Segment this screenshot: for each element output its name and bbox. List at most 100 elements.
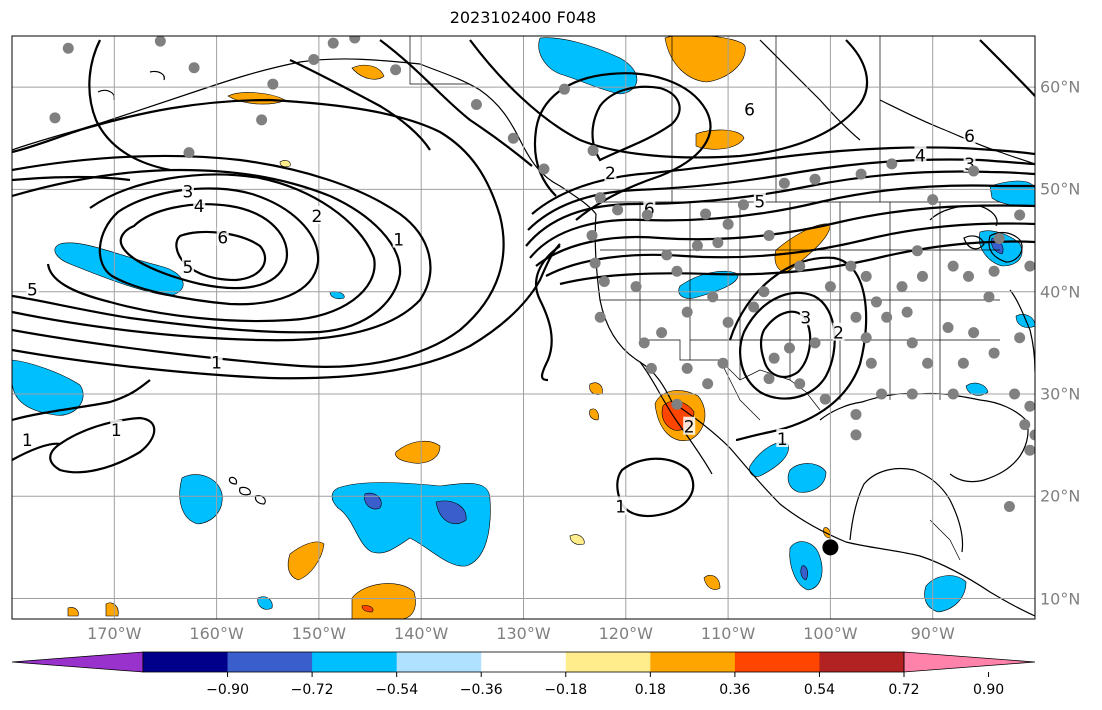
- station-marker: [876, 388, 888, 400]
- contour-label: 1: [22, 431, 33, 451]
- station-marker: [911, 245, 923, 257]
- station-marker: [763, 229, 775, 241]
- station-marker: [809, 337, 821, 349]
- contour-label-background: [110, 419, 123, 438]
- station-marker: [712, 237, 724, 249]
- station-marker: [927, 194, 939, 206]
- station-marker: [1045, 353, 1056, 364]
- station-marker: [947, 260, 959, 272]
- contour-label-background: [614, 496, 627, 515]
- station-marker: [717, 357, 729, 369]
- latitude-label: 60°N: [1040, 77, 1081, 97]
- latitude-label: 20°N: [1040, 486, 1081, 506]
- longitude-label: 130°W: [496, 624, 551, 643]
- contour-label-background: [743, 99, 756, 118]
- contour-label-background: [776, 428, 789, 447]
- highlight-station-marker: [822, 539, 839, 556]
- station-marker: [845, 260, 857, 272]
- station-marker: [737, 199, 749, 211]
- station-marker: [957, 357, 969, 369]
- station-marker: [691, 240, 703, 252]
- station-marker: [1014, 332, 1026, 344]
- station-marker: [308, 54, 320, 66]
- station-marker: [881, 311, 893, 323]
- colorbar-frame: [142, 651, 905, 673]
- station-marker: [819, 393, 831, 405]
- contour-label: 6: [964, 127, 975, 147]
- contour-label: 4: [915, 147, 926, 167]
- contour-label-background: [181, 181, 194, 200]
- station-marker: [681, 362, 693, 374]
- station-marker: [327, 37, 339, 49]
- colorbar-tick-label: −0.18: [544, 682, 588, 698]
- station-marker: [49, 112, 61, 124]
- station-marker: [968, 165, 980, 177]
- station-marker: [645, 362, 657, 374]
- negative-anomaly-shading: [12, 37, 1035, 613]
- station-marker: [707, 291, 719, 303]
- longitude-label: 140°W: [394, 624, 449, 643]
- station-marker: [1029, 429, 1035, 441]
- station-marker: [983, 291, 995, 303]
- colorbar-tick-label: 0.36: [719, 682, 751, 698]
- station-marker: [589, 257, 601, 269]
- contour-label-background: [193, 195, 206, 214]
- station-marker: [1003, 500, 1015, 512]
- station-marker: [470, 99, 482, 111]
- contour-label: 2: [684, 418, 695, 438]
- station-marker: [748, 301, 760, 313]
- station-marker: [587, 145, 599, 157]
- station-marker: [794, 260, 806, 272]
- colorbar-tick-label: 0.72: [888, 682, 920, 698]
- colorbar-segment: [481, 652, 567, 672]
- station-marker: [722, 218, 734, 230]
- colorbar-tick-label: −0.54: [375, 682, 419, 698]
- station-marker: [947, 388, 959, 400]
- contour-label: 6: [217, 228, 228, 248]
- contour-label: 6: [744, 101, 755, 121]
- station-marker: [671, 265, 683, 277]
- station-marker: [886, 158, 898, 170]
- contour-label-background: [683, 416, 696, 435]
- station-marker: [671, 398, 683, 410]
- contour-label-background: [210, 352, 223, 371]
- station-marker: [507, 132, 519, 144]
- longitude-label: 170°W: [87, 624, 142, 643]
- station-marker: [390, 64, 402, 76]
- colorbar-tick-label: −0.90: [206, 682, 249, 698]
- station-marker: [538, 163, 550, 175]
- contour-label: 5: [754, 193, 765, 213]
- station-marker: [267, 78, 279, 90]
- station-marker: [865, 357, 877, 369]
- contour-label: 1: [777, 430, 788, 450]
- contour-label: 2: [833, 324, 844, 344]
- colorbar-segment: [227, 652, 313, 672]
- colorbar-extend-low: [11, 651, 144, 673]
- contour-label-background: [914, 145, 927, 164]
- station-marker: [916, 270, 928, 282]
- station-marker: [968, 327, 980, 339]
- station-marker: [778, 177, 790, 189]
- colorbar-tick-label: 0.54: [803, 682, 836, 698]
- latitude-label: 30°N: [1040, 384, 1081, 404]
- contour-label-background: [963, 126, 976, 145]
- station-marker: [722, 316, 734, 328]
- contour-label: 4: [194, 197, 205, 217]
- latitude-label: 40°N: [1040, 282, 1081, 302]
- station-markers: [49, 36, 1056, 512]
- colorbar-tick-label: −0.36: [459, 682, 503, 698]
- station-marker: [154, 36, 166, 47]
- gridlines: [12, 36, 1035, 619]
- station-marker: [896, 281, 908, 293]
- contour-label: 5: [27, 281, 38, 301]
- political-borders: [409, 36, 1000, 561]
- contour-label: 5: [183, 258, 194, 278]
- station-marker: [963, 270, 975, 282]
- contour-label: 1: [615, 497, 626, 517]
- colorbar-segment: [396, 652, 482, 672]
- station-marker: [758, 286, 770, 298]
- colorbar-segment: [650, 652, 736, 672]
- contour-label: 6: [644, 200, 655, 220]
- latitude-label: 10°N: [1040, 589, 1081, 609]
- station-marker: [860, 332, 872, 344]
